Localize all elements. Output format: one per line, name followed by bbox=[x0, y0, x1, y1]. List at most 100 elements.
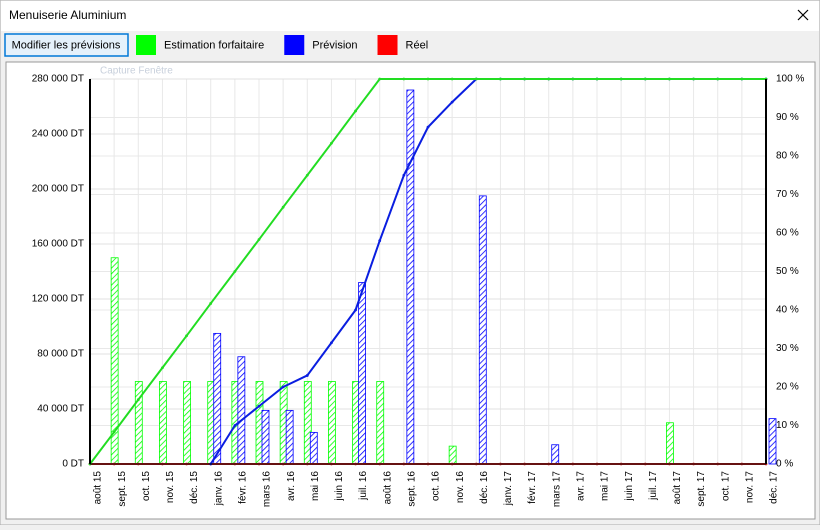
x-tick-label: juil. 17 bbox=[648, 471, 659, 501]
x-tick-label: juin 16 bbox=[334, 471, 345, 502]
line-marker bbox=[136, 398, 140, 402]
bar bbox=[376, 381, 385, 465]
y2-tick-label: 80 % bbox=[776, 151, 799, 162]
x-tick-label: août 17 bbox=[672, 471, 683, 505]
bar bbox=[666, 422, 674, 465]
y2-tick-label: 50 % bbox=[776, 266, 799, 277]
edit-button[interactable] bbox=[4, 33, 129, 57]
bar bbox=[261, 409, 270, 465]
bar bbox=[358, 282, 366, 465]
x-tick-label: août 15 bbox=[93, 471, 104, 505]
y2-tick-label: 40 % bbox=[776, 305, 799, 316]
y2-tick-label: 60 % bbox=[776, 228, 799, 239]
line-marker bbox=[354, 308, 357, 312]
bar bbox=[328, 381, 336, 465]
edit-button-label[interactable]: Modifier les prévisions bbox=[12, 39, 121, 51]
line-marker bbox=[523, 77, 526, 81]
x-tick-label: oct. 16 bbox=[431, 471, 442, 501]
y-tick-label: 0 DT bbox=[62, 459, 84, 470]
bar bbox=[159, 381, 167, 465]
bar bbox=[285, 409, 294, 465]
y-tick-label: 240 000 DT bbox=[32, 129, 84, 140]
legend-label: Réel bbox=[406, 39, 429, 51]
x-tick-label: mars 16 bbox=[262, 471, 273, 508]
line-marker bbox=[740, 77, 744, 81]
x-tick-label: août 16 bbox=[382, 471, 393, 505]
line-marker bbox=[474, 77, 478, 81]
bar bbox=[134, 381, 143, 465]
line-marker bbox=[185, 334, 188, 338]
y2-tick-label: 20 % bbox=[776, 382, 799, 393]
line-marker bbox=[499, 77, 502, 81]
line-marker bbox=[305, 374, 309, 377]
legend-label: Prévision bbox=[312, 39, 357, 51]
y2-tick-label: 10 % bbox=[776, 420, 799, 431]
x-tick-label: juin 17 bbox=[624, 471, 635, 502]
y-tick-label: 120 000 DT bbox=[32, 294, 84, 305]
line-marker bbox=[426, 125, 430, 129]
x-tick-label: nov. 16 bbox=[455, 471, 466, 503]
line-marker bbox=[281, 205, 285, 209]
title-bar bbox=[1, 1, 819, 31]
y-tick-label: 80 000 DT bbox=[37, 349, 84, 360]
x-tick-label: mars 17 bbox=[551, 471, 562, 508]
line-marker bbox=[305, 173, 309, 177]
y-tick-label: 200 000 DT bbox=[32, 184, 84, 195]
y-tick-label: 280 000 DT bbox=[32, 74, 84, 85]
bar bbox=[448, 445, 457, 465]
x-tick-label: févr. 16 bbox=[237, 471, 248, 504]
line-marker bbox=[595, 77, 599, 81]
overlay-text: Capture Fenêtre bbox=[100, 66, 173, 77]
x-tick-label: avr. 17 bbox=[575, 471, 586, 501]
line-marker bbox=[233, 270, 237, 273]
window-title: Menuiserie Aluminium bbox=[9, 8, 126, 22]
line-marker bbox=[161, 366, 164, 370]
bar bbox=[237, 356, 246, 465]
y-tick-label: 160 000 DT bbox=[32, 239, 84, 250]
line-marker bbox=[450, 77, 454, 81]
y2-tick-label: 100 % bbox=[776, 74, 804, 85]
bar bbox=[478, 195, 487, 465]
x-tick-label: déc. 15 bbox=[189, 471, 200, 504]
line-marker bbox=[402, 77, 406, 81]
line-marker bbox=[378, 239, 382, 243]
line-marker bbox=[330, 341, 333, 345]
x-tick-label: nov. 17 bbox=[744, 471, 755, 503]
legend-swatch bbox=[136, 35, 156, 55]
bar bbox=[213, 332, 222, 465]
line-marker bbox=[426, 77, 430, 81]
x-tick-label: janv. 17 bbox=[503, 471, 514, 507]
line-marker bbox=[668, 77, 671, 81]
x-tick-label: avr. 16 bbox=[286, 471, 297, 501]
line-marker bbox=[257, 404, 261, 408]
x-tick-label: oct. 15 bbox=[141, 471, 152, 501]
line-marker bbox=[450, 100, 454, 104]
line-marker bbox=[619, 77, 623, 81]
y2-tick-label: 70 % bbox=[776, 189, 799, 200]
y2-tick-label: 30 % bbox=[776, 343, 799, 354]
close-button[interactable] bbox=[797, 9, 809, 21]
line-marker bbox=[257, 238, 261, 241]
line-marker bbox=[571, 77, 575, 81]
line-marker bbox=[547, 77, 551, 81]
line-marker bbox=[330, 141, 333, 145]
line-marker bbox=[281, 385, 285, 389]
x-tick-label: sept. 17 bbox=[696, 471, 707, 507]
bar bbox=[183, 381, 191, 465]
bar bbox=[551, 444, 560, 465]
x-tick-label: janv. 16 bbox=[213, 471, 224, 507]
legend-label: Estimation forfaitaire bbox=[164, 39, 264, 51]
x-tick-label: sept. 15 bbox=[117, 471, 128, 507]
y2-tick-label: 0 % bbox=[776, 459, 793, 470]
x-tick-label: mai 16 bbox=[310, 471, 321, 501]
line-marker bbox=[692, 77, 695, 81]
x-tick-label: oct. 17 bbox=[720, 471, 731, 501]
legend-swatch bbox=[377, 35, 398, 55]
x-tick-label: sept. 16 bbox=[406, 471, 417, 507]
line-marker bbox=[402, 173, 406, 177]
bar bbox=[309, 431, 318, 465]
x-tick-label: nov. 15 bbox=[165, 471, 176, 503]
line-marker bbox=[233, 424, 237, 427]
x-tick-label: mai 17 bbox=[600, 471, 611, 501]
